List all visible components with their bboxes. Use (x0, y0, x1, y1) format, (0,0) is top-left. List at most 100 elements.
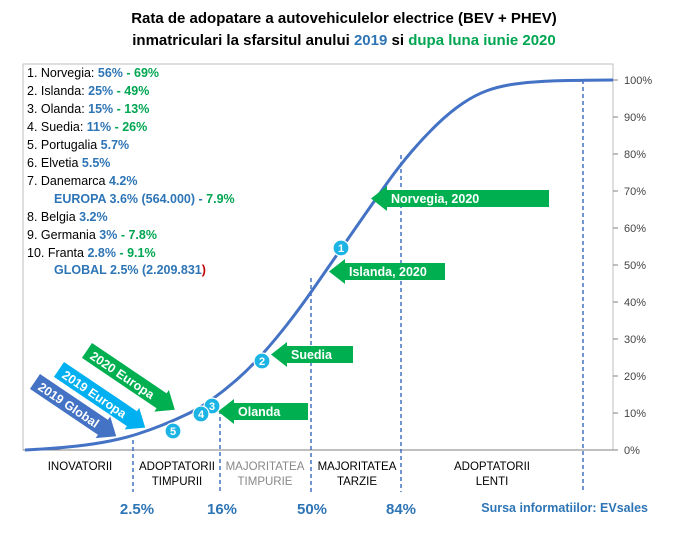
svg-text:1: 1 (338, 243, 344, 255)
y-tick-label: 0% (624, 445, 640, 457)
country-name: 4. Suedia: (27, 120, 87, 134)
country-name: 9. Germania (27, 228, 99, 242)
country-name: 7. Danemarca (27, 174, 109, 188)
country-name: 3. Olanda: (27, 102, 88, 116)
value-2019: 5.7% (101, 138, 130, 152)
arrow-label: Olanda (238, 405, 281, 419)
arrow-label: Norvegia, 2020 (391, 192, 479, 206)
arrow-islanda-2020: Islanda, 2020 (329, 259, 445, 284)
source-note: Sursa informatiilor: EVsales (481, 501, 648, 515)
value-separator: - (195, 192, 206, 206)
segment-label-line1: MAJORITATEA (318, 461, 397, 473)
country-row: 5. Portugalia 5.7% (27, 138, 129, 152)
value-2019: 15% (88, 102, 113, 116)
value-2019: 4.2% (109, 174, 138, 188)
segment-label-line2: TARZIE (337, 476, 377, 488)
country-row: 1. Norvegia: 56% - 69% (27, 66, 159, 80)
marker-2: 2 (253, 352, 271, 370)
arrow-shape (271, 342, 353, 367)
country-row: 4. Suedia: 11% - 26% (27, 120, 147, 134)
value-2019: 2.8% (87, 246, 116, 260)
arrow-shape (218, 399, 308, 424)
country-markers: 1 2 34 5 (164, 239, 350, 440)
arrow-shape (81, 343, 175, 412)
segment-label-line2: LENTI (476, 476, 509, 488)
segment-guides (132, 80, 584, 492)
y-tick-label: 20% (624, 371, 646, 383)
y-tick-label: 60% (624, 223, 646, 235)
y-tick-label: 70% (624, 186, 646, 198)
segment-label-line1: ADOPTATORII (139, 461, 215, 473)
value-2019: 5.5% (82, 156, 111, 170)
value-separator: - (116, 246, 127, 260)
country-list: 1. Norvegia: 56% - 69% 2. Islanda: 25% - … (27, 66, 235, 260)
y-tick-label: 10% (624, 408, 646, 420)
value-2019: 25% (88, 84, 113, 98)
y-tick-label: 40% (624, 297, 646, 309)
segment-label-line2: TIMPURII (152, 476, 202, 488)
segment-label-line1: ADOPTATORII (454, 461, 530, 473)
value-2020: 13% (124, 102, 149, 116)
marker-1: 1 (332, 239, 350, 257)
country-name: 8. Belgia (27, 210, 79, 224)
arrow-shape (53, 362, 146, 430)
country-row: 7. Danemarca 4.2% (27, 174, 137, 188)
value-separator: - (113, 84, 124, 98)
country-name: 1. Norvegia: (27, 66, 98, 80)
country-row: EUROPA 3.6% (564.000) - 7.9% (54, 192, 235, 206)
value-2019: EUROPA 3.6% (564.000) (54, 192, 195, 206)
y-tick-label: 50% (624, 260, 646, 272)
arrow-shape (29, 374, 117, 439)
svg-text:3: 3 (209, 401, 215, 413)
country-row: 10. Franta 2.8% - 9.1% (27, 246, 156, 260)
value-2020: 7.8% (128, 228, 157, 242)
country-row: 2. Islanda: 25% - 49% (27, 84, 149, 98)
arrow-suedia: Suedia (271, 342, 353, 367)
country-row: 6. Elvetia 5.5% (27, 156, 110, 170)
threshold-label: 2.5% (120, 501, 154, 518)
marker-5: 5 (164, 422, 182, 440)
y-tick-label: 100% (624, 75, 652, 87)
y-tick-label: 80% (624, 149, 646, 161)
value-2020: 49% (124, 84, 149, 98)
global-line: GLOBAL 2.5% (2.209.831) (54, 263, 206, 277)
country-row: 8. Belgia 3.2% (27, 210, 108, 224)
chart-title: Rata de adopatare a autovehiculelor elec… (0, 8, 688, 52)
country-name: 2. Islanda: (27, 84, 88, 98)
country-name: 10. Franta (27, 246, 87, 260)
svg-text:2: 2 (259, 356, 265, 368)
country-row: 9. Germania 3% - 7.8% (27, 228, 157, 242)
value-2019: 11% (87, 120, 111, 134)
y-tick-label: 30% (624, 334, 646, 346)
value-2019: 3% (99, 228, 117, 242)
value-2019: 3.2% (79, 210, 108, 224)
marker-4: 4 (192, 405, 210, 423)
value-separator: - (123, 66, 134, 80)
y-axis: 0% 10% 20% 30% 40% 50% 60% 70% 80% 90% 100% (613, 75, 652, 457)
adoption-curve (24, 78, 614, 452)
title-line-2: inmatriculari la sfarsitul anului 2019 s… (132, 32, 556, 49)
threshold-label: 16% (207, 501, 237, 518)
svg-text:4: 4 (198, 409, 205, 421)
segment-label-line2: TIMPURIE (238, 476, 293, 488)
arrow-olanda: Olanda (218, 399, 308, 424)
y-tick-label: 90% (624, 112, 646, 124)
country-name: 5. Portugalia (27, 138, 101, 152)
value-separator: - (113, 102, 124, 116)
threshold-labels: 2.5% 16% 50% 84% (120, 501, 416, 518)
title-line-1: Rata de adopatare a autovehiculelor elec… (131, 10, 557, 27)
segment-labels: INOVATORII ADOPTATORII TIMPURII MAJORITATEA… (48, 461, 530, 488)
country-row: 3. Olanda: 15% - 13% (27, 102, 149, 116)
arrow-shape (329, 259, 445, 284)
value-2020: 26% (122, 120, 147, 134)
value-2020: 69% (134, 66, 159, 80)
value-separator: - (111, 120, 122, 134)
threshold-label: 84% (386, 501, 416, 518)
arrow-norvegia-2020: Norvegia, 2020 (371, 186, 549, 211)
value-2019: 56% (98, 66, 123, 80)
arrow-shape (371, 186, 549, 211)
value-separator: - (117, 228, 128, 242)
segment-label-line1: MAJORITATEA (226, 461, 305, 473)
country-name: 6. Elvetia (27, 156, 82, 170)
